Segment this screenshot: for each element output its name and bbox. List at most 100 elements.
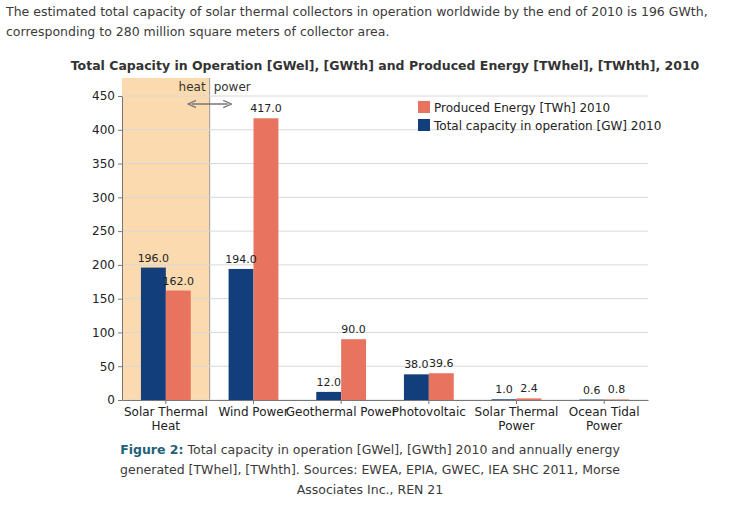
tick-label: 250 [92,224,115,238]
tick-mark [118,265,122,266]
tick-label-line: Wind Power [218,405,288,419]
grid [122,96,648,400]
bar [254,118,279,400]
tick: 450 [92,89,122,103]
tick-label: Wind Power [218,405,288,419]
data-label: 2.4 [520,382,538,395]
grid-line [122,197,648,198]
legend-item: Produced Energy [TWh] 2010 [418,101,610,115]
data-label: 162.0 [163,275,195,288]
legend-label: Total capacity in operation [GW] 2010 [433,119,661,133]
grid-line [122,96,648,97]
grid-line [122,298,648,299]
grid-line [122,264,648,265]
intro-text: The estimated total capacity of solar th… [6,2,734,42]
data-label: 38.0 [404,358,429,371]
legend-swatch [418,101,430,113]
bar [492,399,517,400]
tick-label-line: Power [498,419,534,433]
tick-label: 350 [92,157,115,171]
data-label: 417.0 [250,102,282,115]
tick: 50 [100,360,122,374]
tick: Solar ThermalPower [475,400,559,433]
tick-label: Solar ThermalPower [475,405,559,433]
tick: Wind Power [218,400,288,419]
tick: 350 [92,157,122,171]
tick: Ocean TidalPower [569,400,640,433]
chart: 196.0194.012.038.01.00.6162.0417.090.039… [0,0,740,510]
tick-label-line: Solar Thermal [475,405,559,419]
tick-label: 0 [107,393,115,407]
annotation-arrow [192,103,228,105]
tick-label: 50 [100,360,115,374]
bar [229,269,254,400]
tick-mark [165,400,166,404]
bar [517,398,542,400]
tick-label: 100 [92,326,115,340]
legend-item: Total capacity in operation [GW] 2010 [418,119,661,133]
tick-label-line: Ocean Tidal [569,405,640,419]
annotation: heat [179,80,206,94]
grid-line [122,163,648,164]
tick: 150 [92,292,122,306]
tick-label-line: Solar Thermal [124,405,208,419]
tick-mark [118,130,122,131]
grid-line [122,231,648,232]
tick-label: Solar ThermalHeat [124,405,208,433]
caption: Figure 2: Total capacity in operation [G… [100,440,640,500]
tick-mark [118,332,122,333]
bar [429,373,454,400]
tick-mark [118,400,122,401]
bar [166,291,191,400]
bar [579,399,604,400]
tick: 400 [92,123,122,137]
tick-mark [118,96,122,97]
bars [141,118,629,400]
tick-mark [118,197,122,198]
tick-mark [341,400,342,404]
bar [404,374,429,400]
tick-label: 150 [92,292,115,306]
tick-mark [253,400,254,404]
tick: Solar ThermalHeat [124,400,208,433]
tick-label: Geothermal Power [286,405,397,419]
legend: Produced Energy [TWh] 2010 Total capacity… [418,101,661,133]
data-label: 194.0 [225,253,257,266]
caption-label: Figure 2: [120,442,183,457]
tick-label: Ocean TidalPower [569,405,640,433]
data-labels: 196.0194.012.038.01.00.6162.0417.090.039… [138,102,626,396]
tick-label: 200 [92,258,115,272]
tick: 250 [92,224,122,238]
data-label: 12.0 [316,376,341,389]
tick-label-line: Photovoltaic [392,405,466,419]
tick-mark [118,164,122,165]
tick: Photovoltaic [392,400,466,419]
tick-mark [604,400,605,404]
tick-label-line: Geothermal Power [286,405,397,419]
grid-line [122,366,648,367]
space [184,442,188,457]
tick: 200 [92,258,122,272]
tick: 0 [107,393,122,407]
data-label: 1.0 [495,383,513,396]
grid-line [122,400,648,401]
tick-label: Photovoltaic [392,405,466,419]
tick: 100 [92,326,122,340]
data-label: 0.6 [583,384,601,397]
legend-label: Produced Energy [TWh] 2010 [434,101,610,115]
tick-label-line: Power [586,419,622,433]
bar [341,339,366,400]
axis-line [123,400,649,401]
tick-mark [516,400,517,404]
tick-label: 450 [92,89,115,103]
region-divider [209,78,210,400]
tick-mark [118,366,122,367]
data-label: 196.0 [138,252,170,265]
tick-label: 300 [92,191,115,205]
tick: 300 [92,191,122,205]
title: Total Capacity in Operation [GWel], [GWt… [71,58,700,73]
tick-label: 400 [92,123,115,137]
y-axis: 0 50 100 150 200 250 300 350 400 450 [92,89,122,407]
data-label: 0.8 [608,383,626,396]
x-axis: Solar ThermalHeat Wind PowerGeothermal Po… [123,400,649,433]
